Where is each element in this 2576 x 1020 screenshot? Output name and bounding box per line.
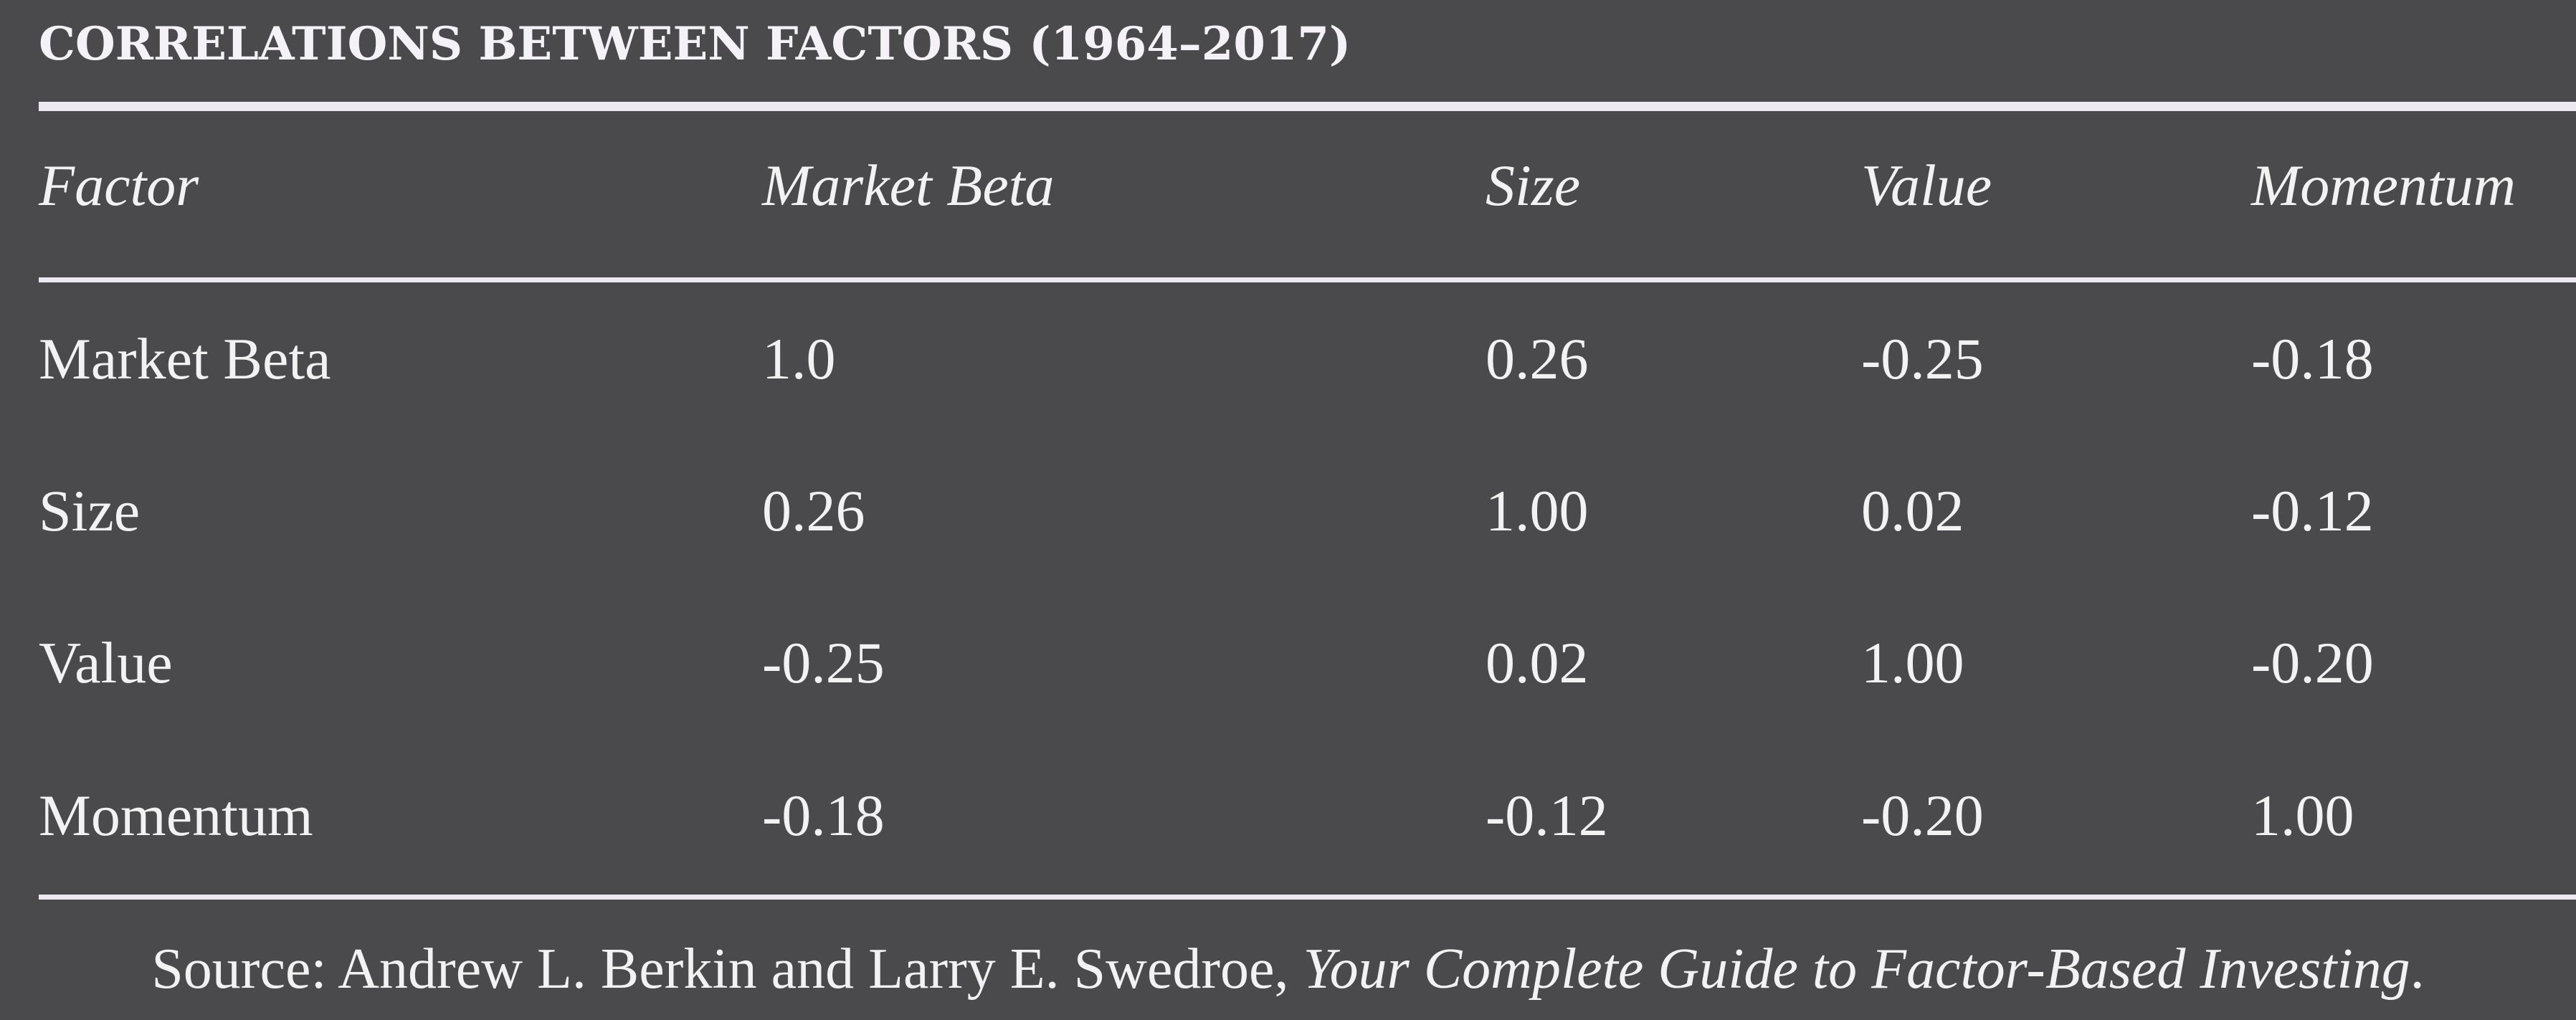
cell-size-market-beta: 0.26 <box>762 478 865 543</box>
header-rule <box>39 277 2576 282</box>
row-label-value: Value <box>39 630 173 695</box>
source-suffix: . <box>2410 938 2425 1001</box>
cell-market-beta-momentum: -0.18 <box>2251 326 2374 391</box>
cell-value-market-beta: -0.25 <box>762 630 885 695</box>
cell-value-size: 0.02 <box>1486 630 1589 695</box>
source-note: Source: Andrew L. Berkin and Larry E. Sw… <box>0 937 2576 1002</box>
source-book-title: Your Complete Guide to Factor-Based Inve… <box>1303 938 2410 1001</box>
cell-market-beta-market-beta: 1.0 <box>762 326 836 391</box>
column-header-size: Size <box>1486 153 1581 218</box>
cell-momentum-value: -0.20 <box>1861 783 1984 848</box>
column-header-value: Value <box>1861 153 1992 218</box>
cell-market-beta-value: -0.25 <box>1861 326 1984 391</box>
column-header-factor: Factor <box>39 153 199 218</box>
row-label-momentum: Momentum <box>39 783 313 848</box>
top-rule <box>39 102 2576 111</box>
cell-size-size: 1.00 <box>1486 478 1589 543</box>
cell-momentum-momentum: 1.00 <box>2251 783 2354 848</box>
table-title: CORRELATIONS BETWEEN FACTORS (1964–2017) <box>39 17 1351 71</box>
source-prefix: Source: Andrew L. Berkin and Larry E. Sw… <box>151 938 1289 1001</box>
cell-size-value: 0.02 <box>1861 478 1964 543</box>
cell-momentum-market-beta: -0.18 <box>762 783 885 848</box>
cell-size-momentum: -0.12 <box>2251 478 2374 543</box>
row-label-size: Size <box>39 478 141 543</box>
column-header-momentum: Momentum <box>2251 153 2516 218</box>
cell-market-beta-size: 0.26 <box>1486 326 1589 391</box>
cell-value-momentum: -0.20 <box>2251 630 2374 695</box>
cell-momentum-size: -0.12 <box>1486 783 1608 848</box>
bottom-rule <box>39 895 2576 900</box>
column-header-market-beta: Market Beta <box>762 153 1055 218</box>
cell-value-value: 1.00 <box>1861 630 1964 695</box>
row-label-market-beta: Market Beta <box>39 326 331 391</box>
